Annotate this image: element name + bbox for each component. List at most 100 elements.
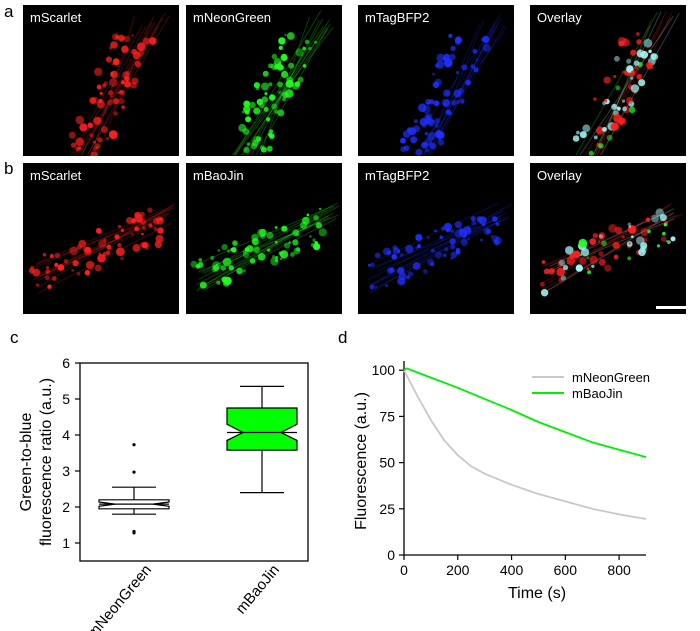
cell-filament: [543, 218, 674, 275]
cell-spot: [461, 64, 468, 71]
cell-spot: [471, 220, 477, 226]
cell-spot: [242, 251, 250, 259]
cell-spot: [368, 263, 371, 267]
cells-overlay: [572, 11, 680, 156]
cell-spot: [136, 216, 143, 223]
cell-spot: [424, 132, 428, 136]
cell-filament: [240, 28, 328, 156]
cell-spot: [134, 226, 140, 232]
y-axis-label-line2: fluorescence ratio (a.u.): [38, 378, 55, 546]
cell-spot: [434, 229, 437, 233]
cell-spot: [157, 227, 164, 234]
cell-filament: [234, 26, 334, 156]
cell-spot: [279, 250, 289, 259]
cell-spot: [616, 106, 621, 111]
cell-filament: [540, 213, 683, 292]
cell-spot: [277, 81, 283, 88]
cell-spot: [292, 229, 300, 237]
cell-spot: [75, 137, 84, 147]
cell-spot: [261, 82, 269, 91]
cell-spot: [472, 48, 478, 54]
micrograph-a-mtagbfp2: mTagBFP2: [358, 5, 514, 156]
cell-spot: [575, 264, 583, 272]
cell-spot: [662, 231, 666, 236]
cell-spot: [95, 227, 102, 234]
cell-spot: [286, 76, 294, 84]
cell-spot: [615, 85, 621, 91]
cell-spot: [404, 244, 414, 254]
cell-spot: [87, 122, 94, 129]
cell-spot: [268, 132, 273, 137]
cell-spot: [282, 97, 286, 102]
cell-spot: [112, 98, 119, 105]
cell-spot: [85, 260, 95, 270]
cells-green: [190, 202, 339, 292]
cell-spot: [601, 240, 607, 247]
cell-spot: [443, 253, 447, 258]
micrograph-b-overlay: Overlay: [530, 163, 686, 314]
cell-spot: [434, 123, 439, 128]
cell-spot: [465, 227, 471, 233]
series: [403, 367, 647, 520]
box-plot: 1 2 3 4 5 6 Green-to-blue fluorescence ratio …: [18, 355, 309, 631]
cell-spot: [427, 236, 430, 239]
cell-spot: [591, 264, 595, 268]
cell-spot: [440, 226, 446, 231]
cell-spot: [47, 284, 52, 289]
cell-spot: [264, 92, 268, 96]
cell-spot: [121, 105, 125, 109]
cell-spot: [400, 137, 406, 144]
cell-spot: [93, 116, 102, 125]
cell-spot: [253, 107, 261, 115]
cell-spot: [445, 227, 451, 233]
cell-spot: [593, 135, 598, 140]
cell-spot: [593, 97, 597, 101]
cell-spot: [455, 71, 460, 75]
cell-spot: [558, 259, 566, 266]
cell-spot: [243, 105, 251, 114]
cell-spot: [290, 252, 295, 257]
panel-label-c: c: [10, 328, 19, 347]
series-line-mbaojin: [403, 367, 647, 458]
micrograph-a-mneongreen: mNeonGreen: [186, 5, 342, 156]
cell-spot: [282, 91, 289, 99]
cell-spot: [557, 261, 564, 268]
cell-spot: [249, 101, 256, 109]
cell-spot: [646, 62, 654, 70]
panel-title: Overlay: [537, 10, 582, 25]
cell-spot: [622, 106, 627, 112]
cell-spot: [448, 112, 453, 116]
cell-spot: [480, 238, 483, 242]
cell-spot: [614, 55, 620, 62]
cell-spot: [281, 225, 288, 232]
cell-spot: [551, 268, 556, 273]
cell-filament: [255, 23, 331, 156]
cell-spot: [449, 238, 456, 245]
cell-spot: [638, 248, 646, 257]
cell-spot: [275, 240, 278, 244]
cell-filament: [542, 215, 677, 273]
y-tick-label: 75: [379, 408, 395, 424]
cell-spot: [94, 264, 102, 272]
cell-spot: [213, 264, 220, 272]
cell-filament: [596, 19, 652, 156]
cell-filament: [545, 214, 679, 267]
cell-filament: [370, 215, 501, 294]
cell-spot: [470, 216, 476, 222]
cell-spot: [148, 37, 157, 45]
cell-spot: [280, 53, 288, 62]
cell-spot: [370, 262, 375, 267]
cell-spot: [51, 276, 57, 281]
cell-spot: [269, 129, 274, 134]
cell-spot: [419, 117, 428, 126]
cell-filament: [370, 212, 507, 286]
panel-title: mScarlet: [30, 10, 82, 25]
cell-spot: [315, 222, 322, 229]
cell-spot: [98, 239, 107, 248]
cell-spot: [154, 240, 163, 249]
cell-spot: [105, 56, 112, 63]
y-tick-label: 4: [62, 427, 70, 443]
cell-spot: [391, 254, 397, 260]
cell-filament: [246, 18, 324, 156]
cell-spot: [112, 58, 120, 66]
